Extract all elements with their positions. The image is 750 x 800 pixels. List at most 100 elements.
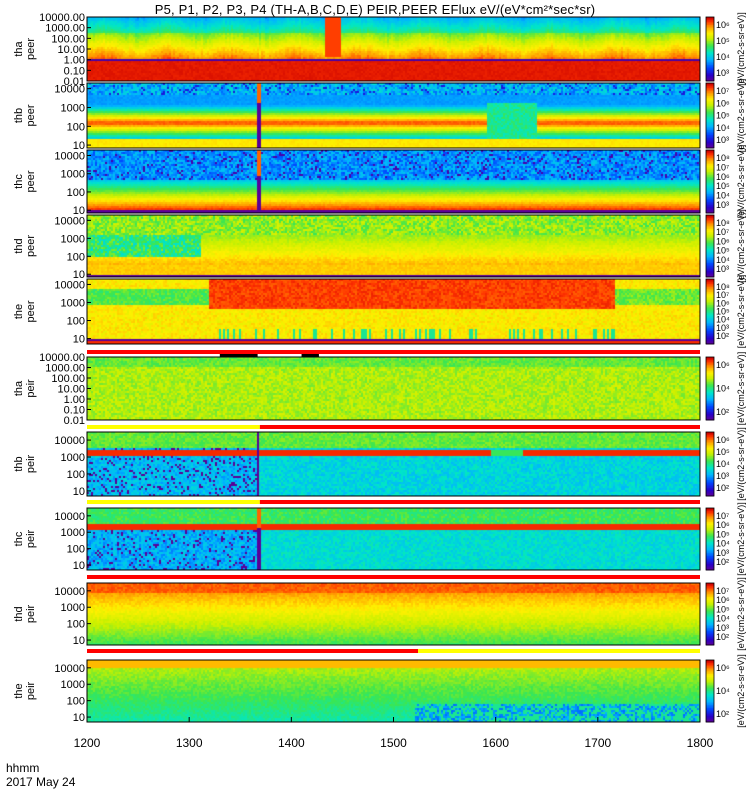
colorbar-swatch [706, 448, 714, 451]
colorbar-swatch [706, 566, 714, 569]
colorbar-swatch [706, 74, 714, 77]
x-tick-label: 1400 [278, 736, 305, 750]
colorbar-swatch [706, 20, 714, 23]
colorbar-tick-label: 10² [716, 331, 729, 341]
colorbar-swatch [706, 335, 714, 338]
y-tick-label: 0.01 [64, 415, 85, 427]
colorbar-swatch [706, 211, 714, 214]
colorbar-swatch [706, 386, 714, 389]
plot-frame [86, 149, 701, 214]
colorbar-swatch [706, 252, 714, 255]
colorbar-frame [705, 582, 715, 646]
y-tick-label: 0.10 [64, 65, 85, 77]
colorbar-swatch [706, 457, 714, 460]
colorbar-swatch [706, 361, 714, 364]
colorbar-swatch [706, 222, 714, 225]
colorbar-swatch [706, 372, 714, 375]
colorbar-swatch [706, 28, 714, 31]
colorbar-swatch [706, 584, 714, 587]
colorbar-swatch [706, 84, 714, 87]
colorbar-swatch [706, 514, 714, 517]
colorbar-swatch [706, 23, 714, 26]
colorbar-swatch [706, 520, 714, 523]
colorbar-swatch [706, 666, 714, 669]
status-segment [87, 500, 260, 504]
colorbar-tick-label: 10⁴ [716, 52, 730, 62]
colorbar-swatch [706, 219, 714, 222]
y-tick-label: 1000 [61, 602, 85, 614]
y-tick-label: 10 [73, 205, 85, 217]
colorbar-swatch [706, 164, 714, 167]
colorbar-swatch [706, 518, 714, 521]
panel-probe-label: tha [13, 380, 25, 396]
colorbar-swatch [706, 454, 714, 457]
colorbar-swatch [706, 615, 714, 618]
colorbar-swatch [706, 394, 714, 397]
colorbar-swatch [706, 138, 714, 141]
colorbar-swatch [706, 324, 714, 327]
colorbar-swatch [706, 86, 714, 89]
panel-species-label: peir [25, 454, 37, 473]
colorbar-tick-label: 10⁴ [716, 539, 730, 549]
colorbar-swatch [706, 130, 714, 133]
colorbar-swatch [706, 179, 714, 182]
colorbar-swatch [706, 83, 714, 86]
y-tick-label: 100 [67, 544, 85, 556]
y-tick-label: 0.01 [64, 76, 85, 88]
colorbar-swatch [706, 388, 714, 391]
colorbar-swatch [706, 308, 714, 311]
colorbar-swatch [706, 273, 714, 276]
colorbar-swatch [706, 206, 714, 209]
y-tick-label: 100 [67, 619, 85, 631]
colorbar-swatch [706, 700, 714, 703]
colorbar-swatch [706, 511, 714, 514]
colorbar-swatch [706, 467, 714, 470]
colorbar-swatch [706, 255, 714, 258]
colorbar-swatch [706, 617, 714, 620]
y-tick-label: 100 [67, 121, 85, 133]
colorbar-swatch [706, 151, 714, 154]
colorbar: 10⁶ 10⁴ 10² [eV/(cm2-s-sr-eV)] [705, 654, 746, 728]
colorbar-swatch [706, 18, 714, 21]
colorbar-tick-label: 10⁶ [716, 663, 730, 673]
colorbar-swatch [706, 141, 714, 144]
colorbar-swatch [706, 443, 714, 446]
colorbar-swatch [706, 144, 714, 147]
colorbar-swatch [706, 456, 714, 459]
status-bar [87, 649, 700, 653]
colorbar-unit-label: [eV/(cm2-s-sr-eV)] [736, 654, 746, 728]
colorbar-swatch [706, 290, 714, 293]
colorbar-swatch [706, 491, 714, 494]
colorbar-swatch [706, 444, 714, 447]
colorbar-swatch [706, 537, 714, 540]
colorbar-swatch [706, 301, 714, 304]
y-tick-label: 0.10 [64, 405, 85, 417]
colorbar-swatch [706, 104, 714, 107]
colorbar-tick-label: 10⁴ [716, 384, 730, 394]
colorbar-swatch [706, 221, 714, 224]
y-tick-label: 10000 [54, 586, 85, 598]
colorbar-swatch [706, 405, 714, 408]
panel-probe-label: thb [13, 456, 25, 471]
heatmap-image [87, 583, 700, 645]
colorbar-unit-label: [eV/(cm2-s-sr-eV)] [736, 209, 746, 283]
colorbar-swatch [706, 178, 714, 181]
colorbar-swatch [706, 113, 714, 116]
panel-probe-label: the [13, 304, 25, 319]
colorbar-swatch [706, 568, 714, 571]
colorbar-swatch [706, 515, 714, 518]
colorbar-swatch [706, 404, 714, 407]
heatmap-image [87, 150, 700, 213]
colorbar-swatch [706, 472, 714, 475]
colorbar-swatch [706, 675, 714, 678]
colorbar-swatch [706, 61, 714, 64]
heatmap-image [87, 357, 700, 420]
colorbar-swatch [706, 364, 714, 367]
colorbar-swatch [706, 534, 714, 537]
colorbar-swatch [706, 604, 714, 607]
colorbar-unit-label: [eV/(cm2-s-sr-eV)] [736, 275, 746, 349]
colorbar-swatch [706, 305, 714, 308]
colorbar-swatch [706, 293, 714, 296]
colorbar-tick-label: 10⁴ [716, 614, 730, 624]
colorbar-swatch [706, 432, 714, 435]
